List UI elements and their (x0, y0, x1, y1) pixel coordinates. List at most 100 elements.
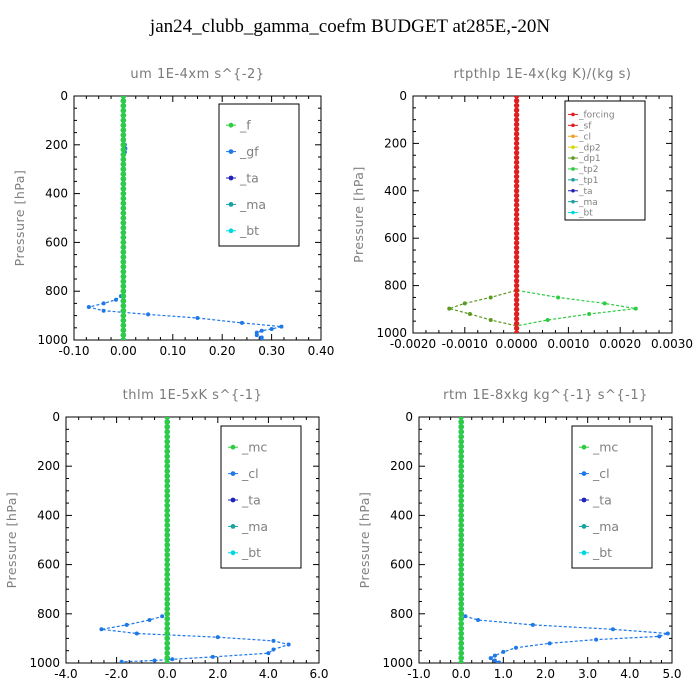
data-point (513, 278, 520, 284)
data-point (164, 556, 170, 563)
y-axis-label: Pressure [hPa] (357, 492, 372, 589)
y-tick-label: 200 (37, 459, 60, 473)
series-line-dp1 (447, 96, 518, 333)
legend-entry: _mc (592, 440, 618, 455)
x-tick-label: -0.0020 (390, 337, 436, 351)
data-point (458, 655, 464, 661)
data-point (120, 107, 127, 114)
x-tick-label: 0.10 (159, 344, 186, 358)
x-tick-label: 0.20 (209, 344, 236, 358)
legend-entry: _ma (578, 198, 598, 208)
data-point (266, 651, 271, 656)
data-point (164, 463, 170, 469)
data-point (545, 317, 550, 322)
data-point (164, 443, 170, 450)
data-point (501, 649, 506, 654)
data-point (513, 292, 520, 298)
data-point (152, 658, 157, 663)
data-point (513, 216, 520, 222)
data-point (458, 473, 464, 479)
data-point (513, 259, 520, 265)
data-point (458, 493, 464, 499)
data-point (164, 547, 170, 553)
legend-marker-dot (228, 175, 234, 181)
legend-entry: _sf (578, 122, 592, 132)
data-point (120, 268, 127, 275)
data-point (610, 627, 615, 632)
data-point (164, 424, 170, 430)
x-tick-label: 2.0 (536, 667, 555, 681)
data-point (120, 220, 127, 226)
data-point (458, 448, 464, 455)
data-point (120, 259, 127, 265)
data-point (120, 225, 127, 231)
data-point (269, 327, 274, 332)
data-point (120, 205, 127, 211)
y-tick-label: 200 (384, 136, 407, 150)
data-point (164, 552, 170, 558)
y-tick-label: 0 (52, 410, 60, 424)
data-point (164, 468, 170, 474)
data-point (513, 645, 518, 650)
data-point (458, 417, 464, 420)
y-tick-label: 1000 (29, 656, 60, 670)
data-point (120, 146, 127, 153)
data-point (164, 561, 170, 568)
data-point (120, 327, 127, 333)
data-point (513, 325, 520, 331)
data-point (120, 195, 127, 202)
data-point (458, 443, 464, 450)
data-point (164, 478, 170, 484)
data-point (259, 338, 264, 340)
legend-entry: _bt (592, 545, 612, 560)
data-point (458, 458, 464, 464)
x-tick-label: 1.0 (494, 667, 513, 681)
data-point (513, 131, 520, 137)
data-point (120, 303, 127, 309)
data-point (513, 145, 520, 151)
data-point (120, 171, 127, 177)
legend-entry: _cl (241, 466, 259, 481)
data-point (215, 635, 220, 640)
data-point (120, 312, 127, 319)
data-point (657, 634, 662, 639)
legend-entry: _ta (239, 170, 259, 185)
data-point (120, 186, 127, 192)
data-point (164, 433, 170, 440)
data-point (458, 502, 464, 509)
data-point (513, 282, 520, 289)
y-tick-label: 0 (399, 89, 407, 103)
data-point (164, 645, 170, 651)
data-point (513, 169, 520, 175)
data-point (458, 429, 464, 435)
data-point (120, 166, 127, 172)
data-point (120, 234, 127, 241)
data-point (164, 527, 170, 533)
y-tick-label: 200 (390, 459, 413, 473)
data-point (160, 614, 165, 619)
x-tick-label: 0.0020 (599, 337, 641, 351)
data-point (120, 142, 127, 148)
data-point (458, 625, 464, 632)
data-point (488, 295, 493, 300)
legend-entry: _bt (239, 223, 259, 238)
data-point (458, 586, 464, 592)
legend-entry: _ma (241, 519, 268, 534)
legend-marker-dot (571, 167, 575, 171)
data-point (164, 650, 170, 656)
data-point (513, 207, 520, 213)
data-point (458, 566, 464, 573)
panel-thlm: thlm 1E-5xK s^{-1} Pressure [hPa] -4.0 -2.0… (4, 388, 329, 681)
legend-entry: _mc (241, 440, 267, 455)
data-point (513, 164, 520, 170)
data-point (458, 620, 464, 627)
data-point (164, 522, 170, 528)
data-point (120, 161, 127, 168)
data-point (164, 635, 170, 642)
data-point (164, 417, 170, 420)
data-point (556, 295, 561, 300)
data-point (164, 601, 170, 607)
data-point (120, 200, 127, 207)
data-point (513, 263, 520, 270)
data-point (164, 571, 170, 578)
